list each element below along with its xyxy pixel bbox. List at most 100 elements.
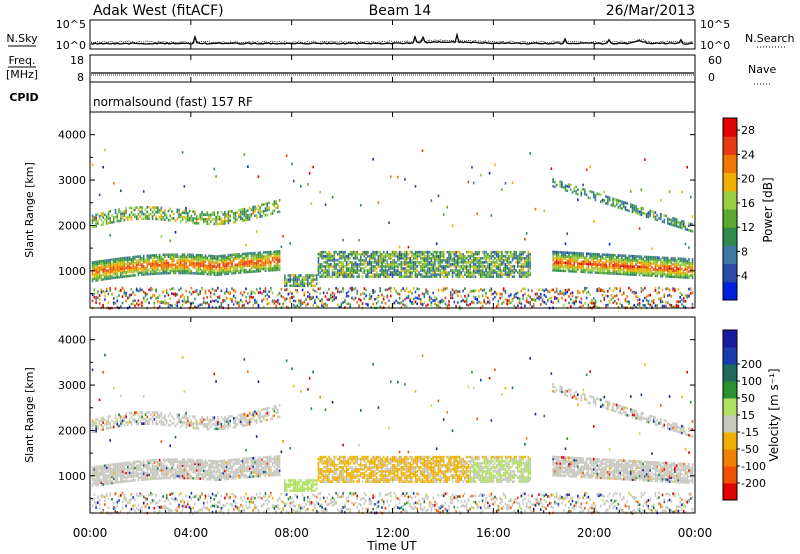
power-cell — [400, 301, 403, 304]
power-cell — [310, 284, 313, 288]
power-cell — [527, 265, 530, 268]
power-cell — [155, 215, 157, 219]
power-cell — [135, 269, 138, 273]
power-cell — [555, 267, 558, 270]
power-cell — [292, 284, 295, 288]
power-cell — [119, 275, 122, 279]
power-cell — [370, 256, 373, 260]
power-cell — [633, 292, 636, 295]
power-cell — [517, 296, 519, 300]
power-cell — [149, 270, 152, 274]
power-cell — [411, 291, 413, 295]
power-cell — [308, 295, 311, 299]
power-cell — [174, 219, 177, 223]
power-cell — [621, 256, 623, 259]
power-cell — [638, 304, 641, 307]
velocity-cell — [97, 418, 99, 421]
power-cell — [91, 293, 94, 297]
power-cell — [164, 267, 166, 271]
power-cell — [640, 211, 643, 214]
power-cell — [453, 291, 456, 294]
power-cell — [190, 292, 193, 296]
power-cell — [525, 265, 528, 268]
power-cell — [628, 260, 630, 264]
power-cell — [432, 250, 434, 254]
velocity-cell — [130, 467, 133, 470]
power-cell — [169, 303, 172, 307]
power-cell — [324, 271, 327, 274]
velocity-cell — [119, 470, 122, 474]
power-cell — [227, 272, 230, 275]
power-cell — [335, 271, 337, 274]
power-cell — [483, 250, 486, 254]
power-cell — [476, 265, 479, 268]
power-cell — [238, 255, 240, 258]
power-cell — [121, 259, 124, 262]
power-cell — [388, 221, 390, 225]
power-cell — [285, 278, 288, 281]
velocity-cell — [107, 426, 110, 430]
power-cell — [319, 252, 321, 256]
power-cell — [592, 193, 595, 197]
power-cell — [303, 282, 306, 285]
power-cell — [224, 272, 226, 276]
power-cell — [153, 268, 156, 271]
power-cell — [342, 261, 344, 264]
power-cell — [520, 273, 523, 276]
power-cell — [271, 209, 274, 213]
power-cell — [119, 273, 122, 277]
power-cell — [296, 289, 299, 293]
power-cell — [640, 263, 643, 267]
power-cell — [102, 223, 104, 226]
power-cell — [635, 263, 637, 266]
power-cell — [584, 288, 586, 292]
power-cell — [659, 296, 662, 300]
power-cell — [342, 269, 344, 272]
power-cell — [208, 268, 210, 272]
power-cell — [460, 256, 463, 260]
power-cell — [331, 259, 334, 262]
power-cell — [178, 263, 180, 267]
power-cell — [449, 263, 452, 266]
power-cell — [141, 217, 143, 220]
power-cell — [485, 265, 487, 268]
power-cell — [481, 289, 484, 292]
power-cell — [405, 263, 408, 266]
power-cell — [531, 289, 533, 293]
power-cell — [674, 273, 676, 277]
power-cell — [227, 270, 230, 273]
power-ylabel: Slant Range [km] — [23, 162, 36, 258]
power-cell — [539, 292, 542, 296]
power-cell — [217, 263, 219, 266]
velocity-cell — [114, 475, 117, 478]
power-cell — [596, 252, 599, 256]
power-cell — [569, 257, 572, 261]
power-cell — [144, 294, 147, 297]
power-cell — [668, 303, 671, 307]
power-cell — [275, 254, 277, 258]
power-cell — [264, 294, 267, 298]
power-cell — [435, 254, 438, 258]
power-cell — [386, 265, 389, 268]
power-cell — [601, 269, 604, 273]
power-cell — [404, 304, 406, 307]
power-cell — [148, 217, 150, 220]
power-cell — [674, 222, 676, 225]
power-cell — [464, 271, 466, 274]
power-cell — [407, 245, 410, 249]
power-cell — [688, 246, 690, 249]
power-cell — [515, 252, 517, 256]
power-cell — [202, 296, 205, 300]
velocity-cell — [134, 472, 136, 476]
power-cell — [414, 254, 417, 258]
power-cell — [100, 268, 103, 271]
power-cell — [524, 287, 526, 291]
power-cell — [97, 290, 99, 293]
power-cell — [654, 268, 657, 271]
power-cell — [575, 260, 577, 263]
power-cell — [215, 215, 217, 219]
power-cell — [241, 252, 244, 256]
power-cell — [345, 294, 348, 298]
power-cell — [146, 260, 149, 264]
power-cell — [543, 209, 546, 213]
